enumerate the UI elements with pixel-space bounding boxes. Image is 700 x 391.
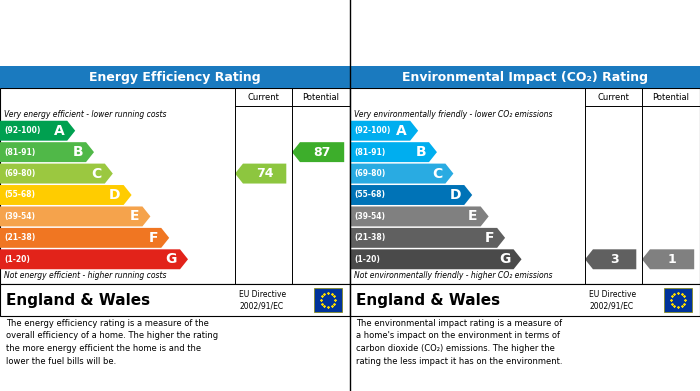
Text: England & Wales: England & Wales bbox=[356, 292, 500, 307]
Bar bbox=[0, 66, 350, 88]
Polygon shape bbox=[0, 206, 150, 226]
Polygon shape bbox=[350, 185, 472, 205]
Text: EU Directive
2002/91/EC: EU Directive 2002/91/EC bbox=[239, 290, 286, 310]
Polygon shape bbox=[350, 142, 437, 162]
Text: (69-80): (69-80) bbox=[4, 169, 35, 178]
Polygon shape bbox=[0, 185, 132, 205]
Text: D: D bbox=[449, 188, 461, 202]
Text: England & Wales: England & Wales bbox=[6, 292, 150, 307]
Text: Not environmentally friendly - higher CO₂ emissions: Not environmentally friendly - higher CO… bbox=[354, 271, 552, 280]
Text: (81-91): (81-91) bbox=[4, 148, 35, 157]
Text: (21-38): (21-38) bbox=[4, 233, 35, 242]
Text: Current: Current bbox=[598, 93, 629, 102]
Text: C: C bbox=[92, 167, 102, 181]
Text: Current: Current bbox=[248, 93, 279, 102]
Polygon shape bbox=[292, 142, 344, 162]
Bar bbox=[314, 288, 342, 312]
Text: Not energy efficient - higher running costs: Not energy efficient - higher running co… bbox=[4, 271, 167, 280]
Text: The energy efficiency rating is a measure of the
overall efficiency of a home. T: The energy efficiency rating is a measur… bbox=[6, 319, 218, 366]
Text: (92-100): (92-100) bbox=[354, 126, 391, 135]
Bar bbox=[350, 284, 700, 316]
Polygon shape bbox=[350, 249, 522, 269]
Text: (1-20): (1-20) bbox=[354, 255, 380, 264]
Text: (21-38): (21-38) bbox=[354, 233, 385, 242]
Polygon shape bbox=[0, 249, 188, 269]
Text: Environmental Impact (CO₂) Rating: Environmental Impact (CO₂) Rating bbox=[402, 70, 648, 84]
Bar bbox=[350, 66, 700, 88]
Text: B: B bbox=[415, 145, 426, 159]
Polygon shape bbox=[0, 228, 169, 248]
Text: E: E bbox=[130, 210, 139, 223]
Text: (39-54): (39-54) bbox=[354, 212, 385, 221]
Text: (1-20): (1-20) bbox=[4, 255, 30, 264]
Bar bbox=[0, 284, 350, 316]
Text: 87: 87 bbox=[314, 145, 331, 159]
Text: Potential: Potential bbox=[652, 93, 690, 102]
Polygon shape bbox=[0, 121, 75, 141]
Text: A: A bbox=[396, 124, 407, 138]
Text: Energy Efficiency Rating: Energy Efficiency Rating bbox=[89, 70, 261, 84]
Text: A: A bbox=[53, 124, 64, 138]
Text: (55-68): (55-68) bbox=[4, 190, 35, 199]
Text: G: G bbox=[499, 252, 510, 266]
Text: D: D bbox=[109, 188, 120, 202]
Polygon shape bbox=[235, 163, 286, 183]
Text: The environmental impact rating is a measure of
a home's impact on the environme: The environmental impact rating is a mea… bbox=[356, 319, 563, 366]
Bar bbox=[350, 88, 700, 284]
Bar bbox=[0, 88, 350, 284]
Text: (69-80): (69-80) bbox=[354, 169, 385, 178]
Text: EU Directive
2002/91/EC: EU Directive 2002/91/EC bbox=[589, 290, 636, 310]
Text: Potential: Potential bbox=[302, 93, 340, 102]
Polygon shape bbox=[350, 206, 489, 226]
Polygon shape bbox=[642, 249, 694, 269]
Text: G: G bbox=[166, 252, 177, 266]
Text: C: C bbox=[432, 167, 442, 181]
Polygon shape bbox=[0, 142, 94, 162]
Text: Very energy efficient - lower running costs: Very energy efficient - lower running co… bbox=[4, 110, 167, 119]
Text: 1: 1 bbox=[668, 253, 676, 266]
Text: (92-100): (92-100) bbox=[4, 126, 41, 135]
Text: E: E bbox=[468, 210, 477, 223]
Polygon shape bbox=[350, 228, 505, 248]
Text: 74: 74 bbox=[256, 167, 274, 180]
Text: (81-91): (81-91) bbox=[354, 148, 385, 157]
Text: F: F bbox=[148, 231, 158, 245]
Polygon shape bbox=[350, 163, 454, 183]
Bar bbox=[664, 288, 692, 312]
Text: F: F bbox=[484, 231, 494, 245]
Text: (55-68): (55-68) bbox=[354, 190, 385, 199]
Polygon shape bbox=[350, 121, 418, 141]
Text: (39-54): (39-54) bbox=[4, 212, 35, 221]
Polygon shape bbox=[0, 163, 113, 183]
Polygon shape bbox=[585, 249, 636, 269]
Text: Very environmentally friendly - lower CO₂ emissions: Very environmentally friendly - lower CO… bbox=[354, 110, 552, 119]
Text: B: B bbox=[72, 145, 83, 159]
Text: 3: 3 bbox=[610, 253, 619, 266]
